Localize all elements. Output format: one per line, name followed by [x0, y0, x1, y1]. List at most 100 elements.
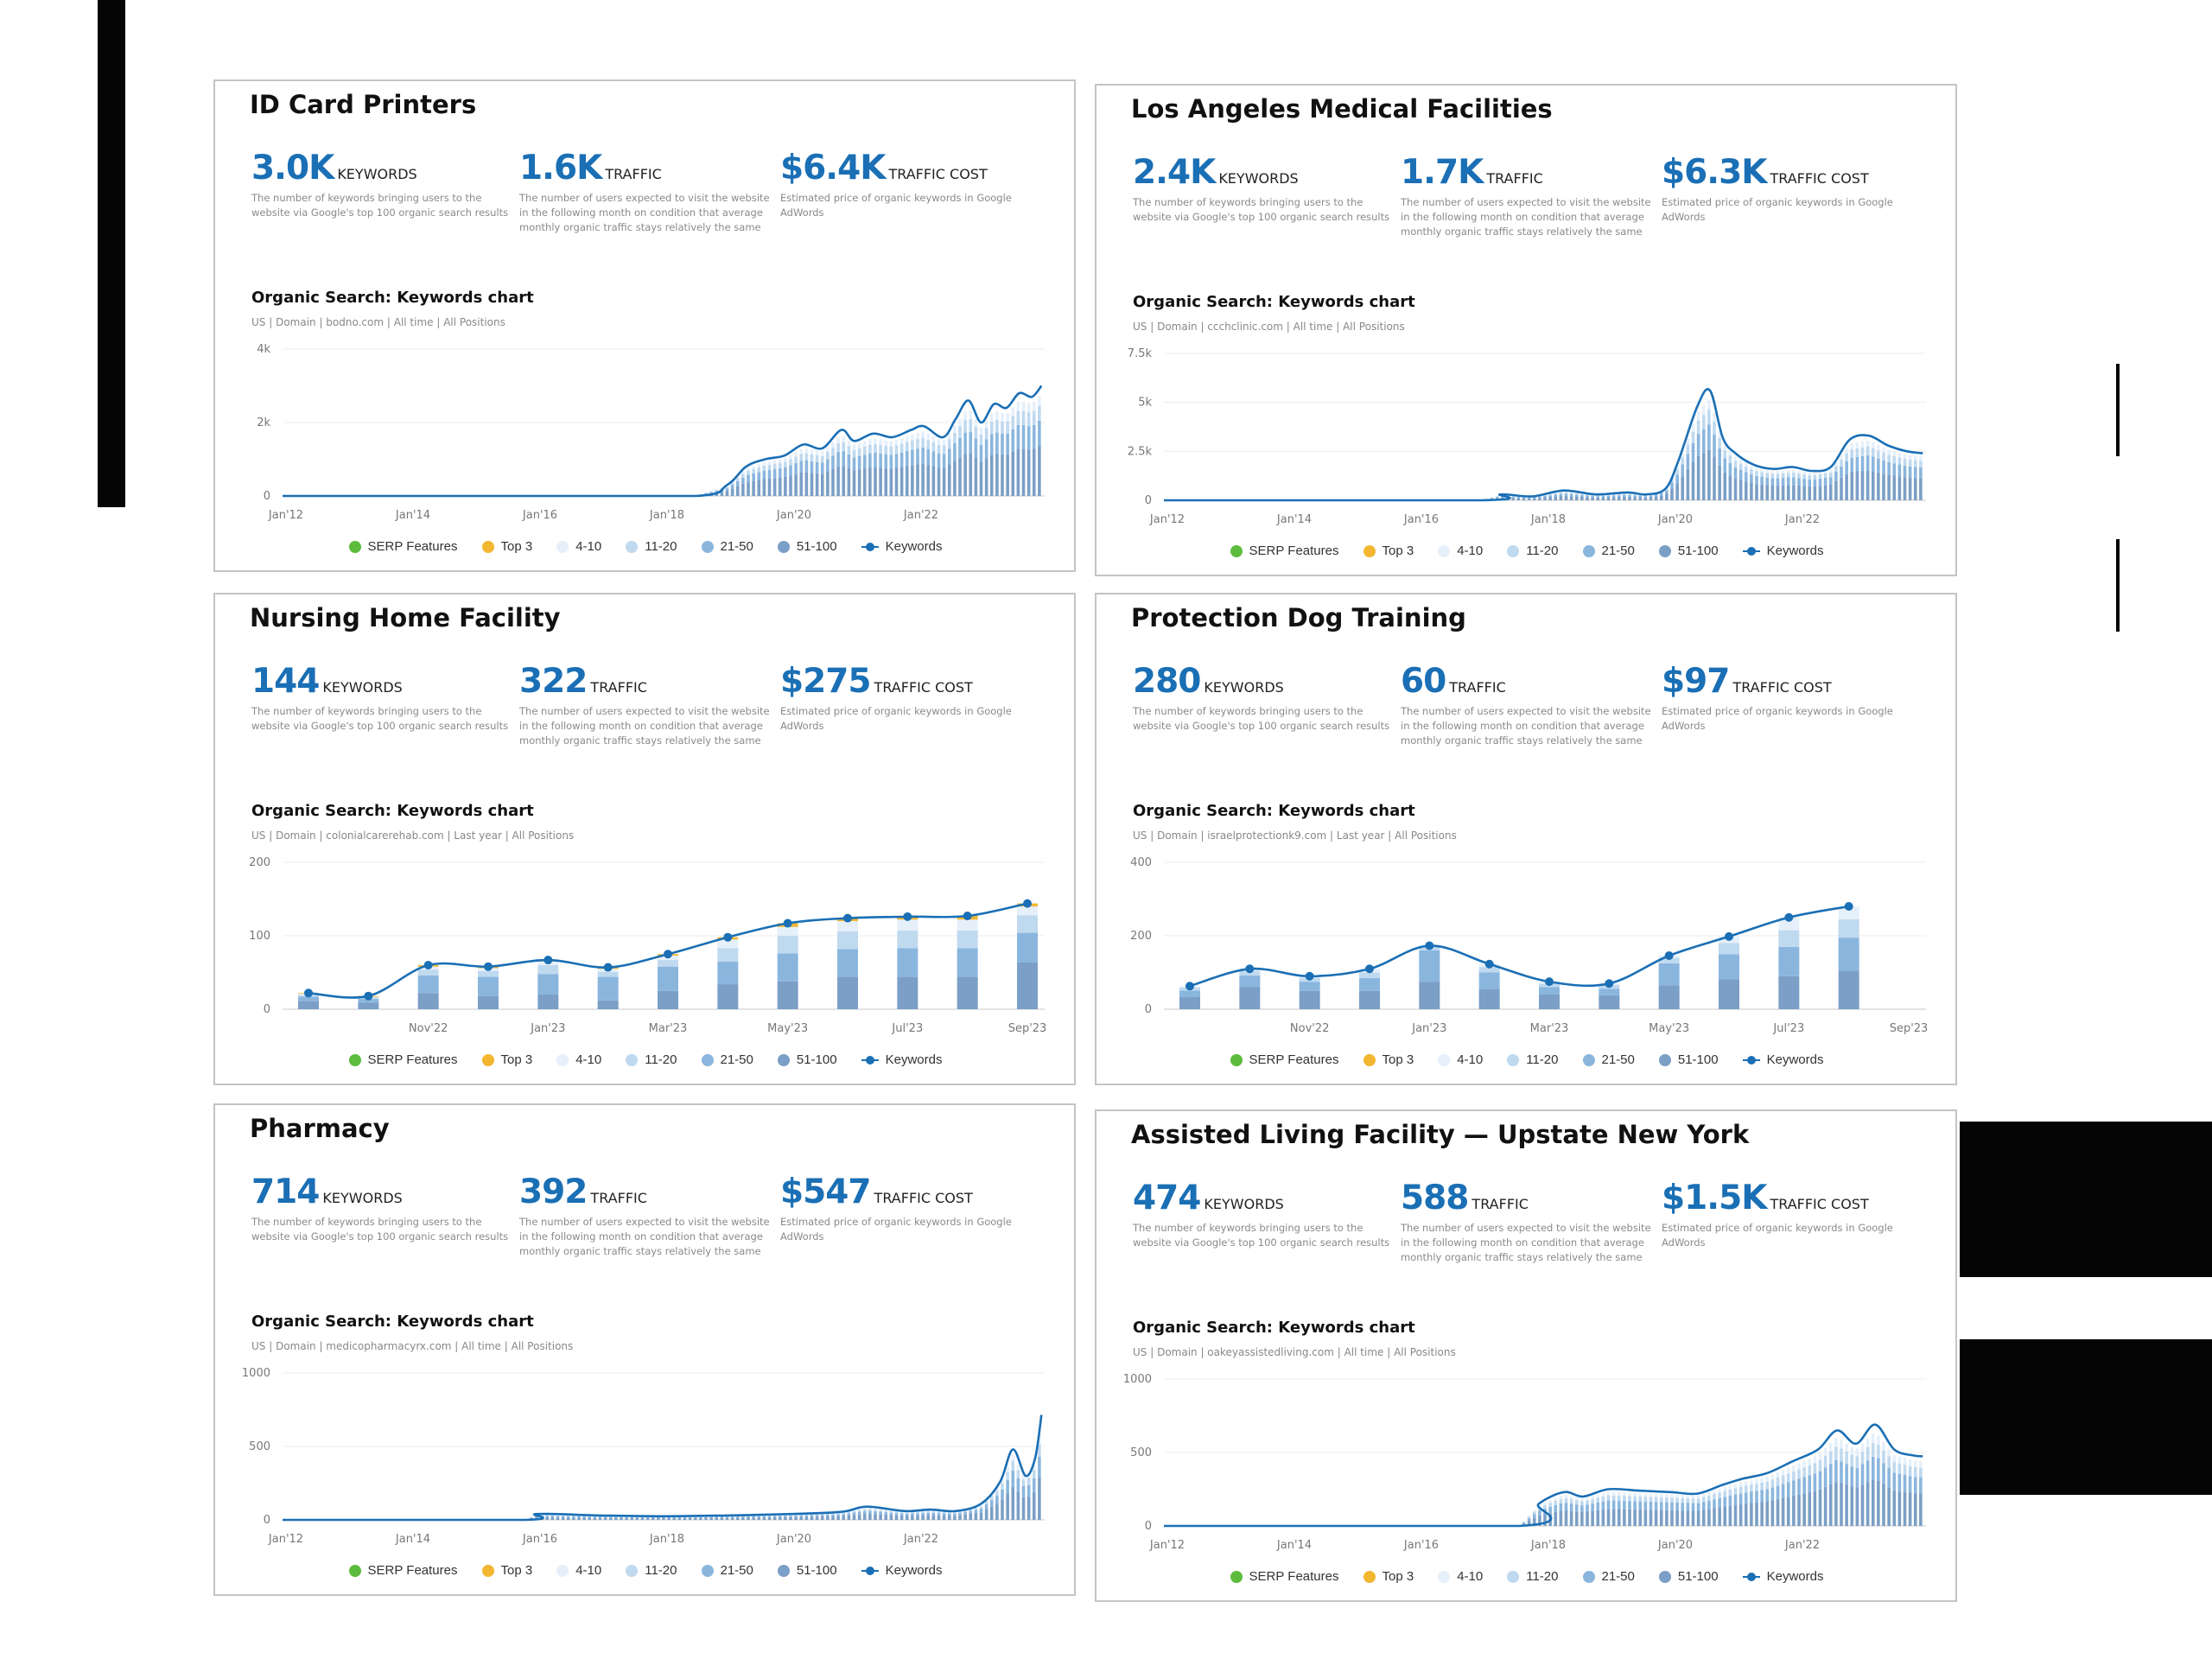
legend-4-10[interactable]: 4-10: [556, 1563, 601, 1578]
keyword-bar-segment: [1696, 455, 1700, 500]
legend-serp-features[interactable]: SERP Features: [348, 1563, 458, 1578]
legend-51-100[interactable]: 51-100: [1658, 1052, 1719, 1067]
legend-11-20[interactable]: 11-20: [1507, 1052, 1559, 1067]
keyword-bar-segment: [1786, 1482, 1790, 1497]
keyword-bar-segment: [298, 996, 319, 1001]
keyword-bar-segment: [1691, 1510, 1695, 1526]
keyword-bar-segment: [1818, 471, 1822, 474]
y-tick-label: 1000: [242, 1367, 270, 1380]
keyword-bar-segment: [1760, 476, 1764, 485]
legend-serp-features[interactable]: SERP Features: [1230, 1569, 1339, 1584]
legend-serp-features[interactable]: SERP Features: [1230, 543, 1339, 558]
legend-swatch: [348, 540, 361, 553]
keyword-bar-segment: [598, 1517, 602, 1520]
traffic-cost-value: $547: [780, 1173, 872, 1211]
keyword-bar-segment: [1718, 437, 1721, 448]
legend-4-10[interactable]: 4-10: [556, 1052, 601, 1067]
legend-keywords[interactable]: Keywords: [1742, 1052, 1823, 1067]
keyword-bar-segment: [1569, 1496, 1573, 1499]
legend-21-50[interactable]: 21-50: [1582, 1052, 1635, 1067]
keyword-bar-segment: [566, 1517, 570, 1520]
legend-21-50[interactable]: 21-50: [701, 1563, 753, 1578]
keyword-bar-segment: [1755, 1484, 1758, 1491]
legend-keywords[interactable]: Keywords: [1742, 1569, 1823, 1584]
keyword-bar-segment: [1728, 1489, 1732, 1496]
legend-top-3[interactable]: Top 3: [481, 539, 532, 554]
keyword-bar-segment: [1016, 1478, 1020, 1492]
keyword-bar-segment: [1792, 469, 1796, 473]
legend-top-3[interactable]: Top 3: [481, 1052, 532, 1067]
legend-51-100[interactable]: 51-100: [777, 1563, 837, 1578]
legend-line-marker: [861, 1054, 879, 1066]
keyword-bar-segment: [1760, 1478, 1764, 1483]
keyword-bar-segment: [1649, 1501, 1653, 1510]
traffic-desc: The number of users expected to visit th…: [519, 705, 770, 747]
keyword-bar-segment: [1755, 1478, 1758, 1484]
legend-51-100[interactable]: 51-100: [777, 1052, 837, 1067]
keyword-bar-segment: [826, 447, 830, 452]
keyword-bar-segment: [984, 1510, 988, 1520]
keyword-bar-segment: [1834, 1459, 1838, 1483]
legend-keywords[interactable]: Keywords: [1742, 543, 1824, 558]
keyword-bar-segment: [1855, 1448, 1859, 1457]
legend-21-50[interactable]: 21-50: [701, 539, 753, 554]
chart-title: Organic Search: Keywords chart: [251, 802, 534, 820]
keyword-bar-segment: [1765, 485, 1770, 500]
keyword-bar-segment: [1628, 496, 1631, 500]
metric-traffic: 588 TRAFFIC The number of users expected…: [1401, 1179, 1660, 1265]
y-tick-label: 5k: [1138, 397, 1152, 410]
traffic-label: TRAFFIC: [590, 679, 647, 696]
keywords-desc: The number of keywords bringing users to…: [1133, 196, 1390, 223]
traffic-value: 1.7K: [1401, 153, 1484, 192]
keyword-bar-segment: [926, 433, 931, 440]
legend-keywords[interactable]: Keywords: [861, 1052, 942, 1067]
keyword-bar-segment: [1623, 496, 1626, 500]
legend-serp-features[interactable]: SERP Features: [348, 1052, 458, 1067]
keyword-bar-segment: [1016, 401, 1020, 411]
legend-label: Keywords: [1766, 543, 1824, 558]
keyword-bar-segment: [720, 487, 724, 489]
legend-top-3[interactable]: Top 3: [1363, 543, 1414, 558]
legend-top-3[interactable]: Top 3: [1363, 1052, 1414, 1067]
keyword-bar-segment: [752, 480, 755, 496]
keyword-bar-segment: [1871, 471, 1875, 500]
legend-51-100[interactable]: 51-100: [777, 539, 837, 554]
legend-21-50[interactable]: 21-50: [1582, 1569, 1635, 1584]
keyword-bar-segment: [995, 1491, 999, 1497]
keyword-bar-segment: [1611, 1509, 1616, 1526]
legend-label: 51-100: [796, 1052, 837, 1067]
legend-4-10[interactable]: 4-10: [556, 539, 601, 554]
keyword-bar-segment: [884, 1515, 888, 1520]
legend-51-100[interactable]: 51-100: [1658, 543, 1719, 558]
keyword-bar-segment: [1011, 1471, 1015, 1488]
keyword-bar-segment: [582, 1516, 586, 1518]
legend-keywords[interactable]: Keywords: [861, 1563, 942, 1578]
y-tick-label: 0: [1145, 1520, 1152, 1533]
traffic-value: 588: [1401, 1179, 1469, 1217]
legend-swatch: [556, 1053, 569, 1066]
legend-keywords[interactable]: Keywords: [861, 539, 942, 554]
legend-4-10[interactable]: 4-10: [1438, 1569, 1483, 1584]
traffic-cost-value: $1.5K: [1662, 1179, 1767, 1217]
legend-21-50[interactable]: 21-50: [701, 1052, 753, 1067]
keyword-bar-segment: [953, 432, 957, 443]
legend-11-20[interactable]: 11-20: [626, 1052, 677, 1067]
legend-11-20[interactable]: 11-20: [626, 539, 677, 554]
keyword-bar-segment: [1818, 1452, 1822, 1460]
legend-4-10[interactable]: 4-10: [1438, 1052, 1483, 1067]
keyword-bar-segment: [884, 445, 888, 454]
legend-top-3[interactable]: Top 3: [481, 1563, 532, 1578]
legend-11-20[interactable]: 11-20: [626, 1563, 677, 1578]
legend-serp-features[interactable]: SERP Features: [1230, 1052, 1339, 1067]
keyword-bar-segment: [1006, 1479, 1009, 1494]
legend-4-10[interactable]: 4-10: [1438, 543, 1483, 558]
legend-11-20[interactable]: 11-20: [1507, 1569, 1559, 1584]
legend-21-50[interactable]: 21-50: [1582, 543, 1635, 558]
keyword-bar-segment: [1591, 495, 1594, 498]
legend-swatch: [777, 1564, 790, 1577]
legend-11-20[interactable]: 11-20: [1507, 543, 1559, 558]
legend-top-3[interactable]: Top 3: [1363, 1569, 1414, 1584]
legend-serp-features[interactable]: SERP Features: [348, 539, 458, 554]
keyword-bar-segment: [1670, 1494, 1674, 1498]
legend-51-100[interactable]: 51-100: [1658, 1569, 1719, 1584]
